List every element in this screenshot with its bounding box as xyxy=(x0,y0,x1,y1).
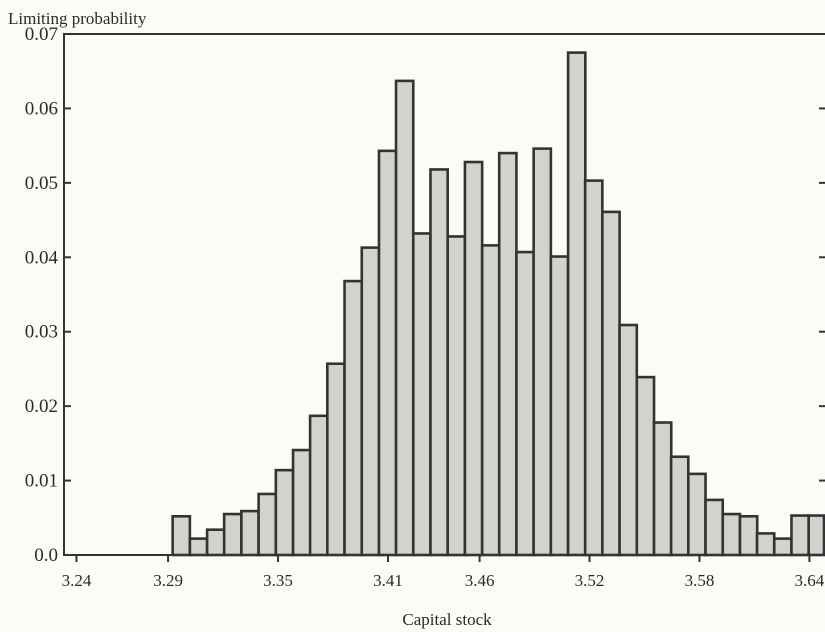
bar xyxy=(429,168,450,557)
y-tick-label: 0.03 xyxy=(25,322,58,343)
y-tick-label: 0.04 xyxy=(25,247,59,268)
bar xyxy=(601,210,621,557)
bar xyxy=(394,79,415,557)
bar xyxy=(343,279,364,557)
x-tick-label: 3.58 xyxy=(685,571,715,590)
bar xyxy=(446,235,467,557)
x-tick-label: 3.46 xyxy=(465,571,495,590)
bar xyxy=(755,532,776,557)
x-tick-label: 3.41 xyxy=(373,571,403,590)
x-tick-label: 3.24 xyxy=(62,571,92,590)
bar xyxy=(257,492,278,557)
bar xyxy=(738,514,759,557)
bar xyxy=(652,421,673,557)
y-axis-label: Limiting probability xyxy=(8,9,147,28)
bar xyxy=(171,514,192,557)
bar xyxy=(704,498,725,557)
x-tick-label: 3.52 xyxy=(575,571,605,590)
bar xyxy=(686,472,707,557)
bar xyxy=(515,250,535,557)
bar xyxy=(240,509,260,557)
bar xyxy=(635,375,656,557)
bar xyxy=(326,362,346,557)
x-tick-label: 3.64 xyxy=(795,571,825,590)
bar xyxy=(790,514,810,557)
bar xyxy=(188,537,209,557)
bars-layer xyxy=(171,51,825,557)
bar xyxy=(772,537,793,557)
bar xyxy=(721,512,742,557)
bar xyxy=(549,255,570,557)
y-tick-label: 0.06 xyxy=(25,98,58,119)
bar xyxy=(360,246,381,557)
y-tick-label: 0.0 xyxy=(34,545,58,566)
x-axis-label: Capital stock xyxy=(402,610,492,629)
bar xyxy=(222,512,243,557)
y-tick-label: 0.01 xyxy=(25,471,58,492)
y-ticks: 0.0 0.01 0.02 0.03 0.04 0.05 0.06 0.07 xyxy=(25,24,825,566)
bar xyxy=(532,147,553,557)
bar xyxy=(411,232,432,557)
bar xyxy=(463,160,484,557)
y-tick-label: 0.07 xyxy=(25,24,58,45)
x-tick-label: 3.29 xyxy=(153,571,183,590)
bar xyxy=(291,448,312,557)
bar xyxy=(807,514,825,557)
bar xyxy=(566,51,587,557)
bar xyxy=(308,414,329,557)
bar xyxy=(480,244,501,557)
x-ticks: 3.24 3.29 3.35 3.41 3.46 3.52 3.58 3.64 xyxy=(62,555,825,590)
bar xyxy=(377,149,398,557)
y-tick-label: 0.05 xyxy=(25,173,58,194)
bar xyxy=(205,528,226,557)
bar xyxy=(618,323,639,557)
bar xyxy=(583,179,604,557)
bar xyxy=(274,468,295,557)
y-tick-label: 0.02 xyxy=(25,396,58,417)
axis-frame xyxy=(63,33,825,556)
x-tick-label: 3.35 xyxy=(263,571,293,590)
bar xyxy=(669,455,690,557)
bar xyxy=(497,151,518,557)
